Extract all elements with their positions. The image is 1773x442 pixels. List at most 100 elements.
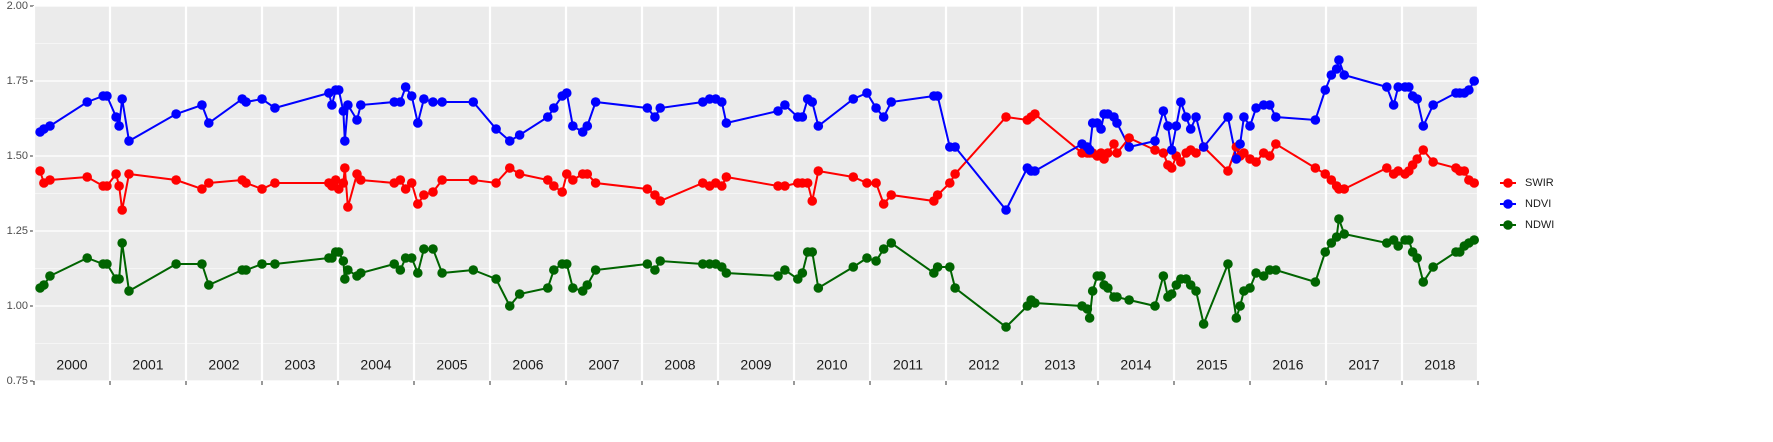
data-point [343, 202, 353, 212]
data-point [257, 184, 267, 194]
data-point [197, 259, 207, 269]
data-point [1150, 301, 1160, 311]
data-point [327, 100, 337, 110]
data-point [338, 178, 349, 188]
data-point [1112, 118, 1122, 128]
data-point [780, 181, 790, 191]
data-point [117, 94, 127, 104]
data-point [655, 196, 666, 206]
data-point [270, 259, 280, 269]
data-point [356, 175, 366, 185]
data-point [1339, 184, 1350, 194]
data-point [1030, 109, 1040, 119]
year-label: 2006 [512, 357, 543, 373]
data-point [721, 268, 732, 278]
data-point [1382, 82, 1392, 92]
data-point [413, 268, 423, 278]
data-point [1103, 283, 1113, 293]
data-point [270, 178, 280, 188]
data-point [945, 262, 955, 272]
data-point [542, 112, 553, 122]
data-point [504, 136, 515, 146]
data-point [721, 172, 732, 182]
data-point [932, 262, 943, 272]
data-point [333, 85, 344, 95]
data-point [813, 283, 824, 293]
series-line [39, 56, 1476, 212]
data-point [468, 265, 479, 275]
data-point [491, 178, 501, 188]
data-point [1176, 97, 1186, 107]
data-point [514, 130, 525, 140]
year-label: 2015 [1196, 357, 1227, 373]
data-point [437, 268, 447, 278]
data-point [514, 289, 525, 299]
data-point [352, 115, 362, 125]
data-point [950, 283, 960, 293]
year-label: 2009 [740, 357, 771, 373]
data-point [797, 268, 808, 278]
data-point [1412, 253, 1422, 263]
data-point [356, 100, 366, 110]
data-point [257, 94, 267, 104]
data-point [871, 256, 881, 266]
data-point [241, 97, 251, 107]
data-point [1393, 82, 1403, 92]
data-point [862, 178, 872, 188]
data-point [642, 259, 653, 269]
data-point [1264, 100, 1275, 110]
year-label: 2001 [132, 357, 163, 373]
data-point [1235, 301, 1245, 311]
data-point [124, 136, 134, 146]
year-label: 2018 [1424, 357, 1455, 373]
data-point [111, 112, 121, 122]
data-point [1166, 289, 1177, 299]
data-point [1239, 112, 1249, 122]
data-point [1428, 157, 1438, 167]
data-point [780, 265, 790, 275]
data-point [1251, 157, 1261, 167]
data-point [1404, 235, 1414, 245]
data-point [932, 91, 943, 101]
year-label: 2003 [284, 357, 315, 373]
data-point [82, 172, 92, 182]
year-label: 2013 [1044, 357, 1075, 373]
data-point [338, 256, 349, 266]
data-point [1418, 121, 1429, 131]
legend-label: NDVI [1525, 198, 1551, 210]
data-point [650, 265, 660, 275]
data-point [1223, 166, 1233, 176]
data-point [1087, 286, 1098, 296]
data-point [1382, 163, 1392, 173]
data-point [590, 265, 601, 275]
data-point [773, 181, 783, 191]
data-point [878, 244, 889, 254]
data-point [1082, 304, 1093, 314]
data-point [102, 181, 112, 191]
data-point [1310, 115, 1321, 125]
data-point [406, 178, 417, 188]
data-point [807, 196, 818, 206]
data-point [124, 169, 134, 179]
data-point [1310, 277, 1321, 287]
data-point [39, 280, 49, 290]
data-point [557, 187, 567, 197]
data-point [1271, 112, 1281, 122]
data-point [802, 178, 813, 188]
data-point [582, 121, 593, 131]
data-point [1412, 94, 1422, 104]
legend-marker [1503, 220, 1513, 230]
data-point [1235, 139, 1245, 149]
data-point [45, 121, 55, 131]
data-point [813, 121, 824, 131]
data-point [1185, 124, 1196, 134]
data-point [542, 283, 553, 293]
data-point [549, 181, 559, 191]
data-point [1428, 262, 1438, 272]
data-point [504, 163, 515, 173]
data-point [1124, 133, 1134, 143]
data-point [117, 238, 127, 248]
data-point [114, 121, 124, 131]
data-point [1412, 154, 1422, 164]
year-label: 2016 [1272, 357, 1303, 373]
